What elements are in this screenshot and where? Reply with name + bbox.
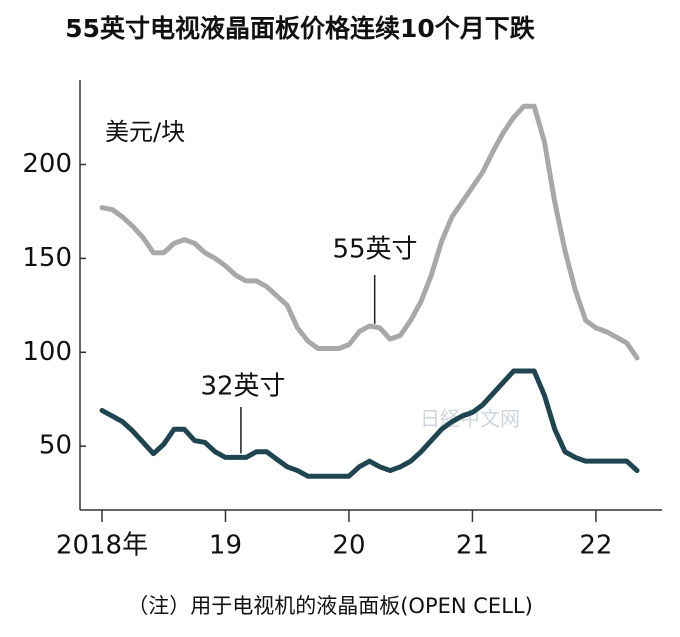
y-tick-label: 200	[22, 149, 72, 179]
x-tick-label: 19	[209, 531, 242, 561]
x-tick-label: 20	[332, 531, 365, 561]
x-tick-label: 21	[456, 531, 489, 561]
footnote: （注）用于电视机的液晶面板(OPEN CELL)	[127, 594, 533, 618]
y-tick-label: 50	[39, 431, 72, 461]
y-tick-label: 100	[22, 337, 72, 367]
chart-title: 55英寸电视液晶面板价格连续10个月下跌	[65, 14, 535, 43]
series-label: 55英寸	[332, 235, 417, 265]
watermark: 日経中文网	[420, 407, 520, 431]
x-tick-label: 2018年	[56, 531, 148, 561]
y-axis-label: 美元/块	[105, 118, 185, 146]
x-tick-label: 22	[579, 531, 612, 561]
y-tick-label: 150	[22, 243, 72, 273]
series-label: 32英寸	[200, 372, 285, 402]
series-line	[99, 368, 640, 479]
series-line	[99, 103, 640, 361]
